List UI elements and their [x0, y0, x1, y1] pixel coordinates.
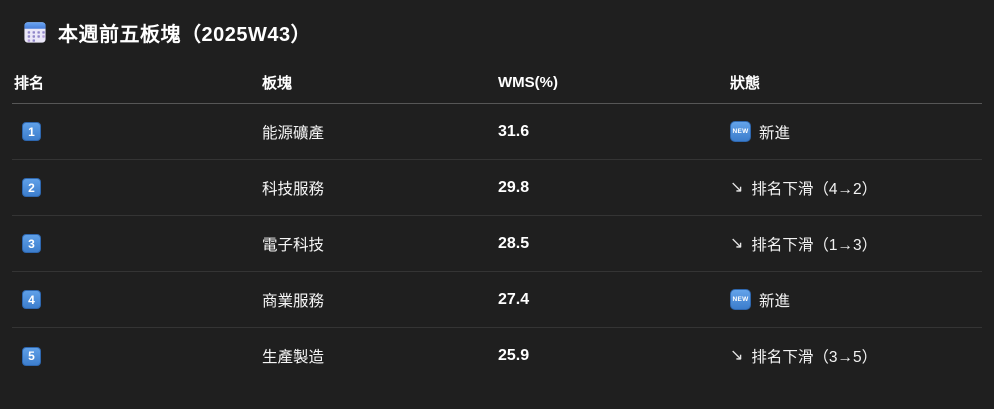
new-badge-icon: NEW: [730, 121, 751, 142]
status-text: 新進: [759, 292, 791, 310]
column-header-sector: 板塊: [262, 75, 293, 92]
table-row: 4 商業服務 27.4 NEW 新進: [12, 272, 982, 328]
wms-value: 25.9: [498, 347, 530, 364]
table-body: 1 能源礦產 31.6 NEW 新進 2 科技服務 29.8 ↘ 排名下滑（4→…: [12, 104, 982, 384]
column-header-rank: 排名: [14, 75, 45, 92]
rank-badge: 3: [22, 234, 41, 253]
rank-cell: 4: [12, 290, 260, 309]
status-text: 排名下滑（4→2）: [751, 180, 878, 198]
column-header-wms: WMS(%): [498, 74, 558, 91]
down-right-arrow-icon: ↘: [730, 178, 744, 196]
rank-badge: 2: [22, 178, 41, 197]
sector-name: 能源礦產: [262, 124, 325, 142]
down-right-arrow-icon: ↘: [730, 234, 744, 252]
sector-name: 商業服務: [262, 292, 325, 310]
sector-name: 科技服務: [262, 180, 325, 198]
table-row: 3 電子科技 28.5 ↘ 排名下滑（1→3）: [12, 216, 982, 272]
status-cell: NEW 新進: [728, 289, 982, 311]
rank-cell: 5: [12, 346, 260, 366]
wms-value: 27.4: [498, 290, 530, 308]
sector-name: 生產製造: [262, 349, 325, 366]
down-right-arrow-icon: ↘: [730, 347, 744, 364]
sector-name: 電子科技: [262, 236, 325, 254]
calendar-icon: [24, 22, 46, 43]
table-row: 5 生產製造 25.9 ↘ 排名下滑（3→5）: [12, 328, 982, 384]
rank-cell: 1: [12, 122, 260, 141]
wms-value: 29.8: [498, 178, 530, 196]
wms-value: 31.6: [498, 122, 530, 140]
column-header-status: 狀態: [730, 75, 761, 92]
rank-cell: 2: [12, 178, 260, 197]
status-text: 新進: [759, 124, 791, 142]
wms-value: 28.5: [498, 234, 530, 252]
table-header: 排名 板塊 WMS(%) 狀態: [12, 62, 982, 104]
status-cell: ↘ 排名下滑（4→2）: [728, 177, 982, 199]
table-row: 1 能源礦產 31.6 NEW 新進: [12, 104, 982, 160]
report-panel: 本週前五板塊（2025W43） 排名 板塊 WMS(%) 狀態 1 能源礦產 3…: [12, 18, 982, 384]
status-text: 排名下滑（3→5）: [751, 349, 878, 366]
status-cell: ↘ 排名下滑（3→5）: [728, 345, 982, 367]
status-text: 排名下滑（1→3）: [751, 236, 878, 254]
status-cell: NEW 新進: [728, 121, 982, 143]
page-title: 本週前五板塊（2025W43）: [58, 23, 312, 46]
title-bar: 本週前五板塊（2025W43）: [12, 18, 982, 46]
rank-badge: 1: [22, 122, 41, 141]
table-row: 2 科技服務 29.8 ↘ 排名下滑（4→2）: [12, 160, 982, 216]
status-cell: ↘ 排名下滑（1→3）: [728, 233, 982, 255]
new-badge-icon: NEW: [730, 289, 751, 310]
rank-badge: 4: [22, 290, 41, 309]
rank-cell: 3: [12, 234, 260, 253]
rank-badge: 5: [22, 346, 41, 366]
